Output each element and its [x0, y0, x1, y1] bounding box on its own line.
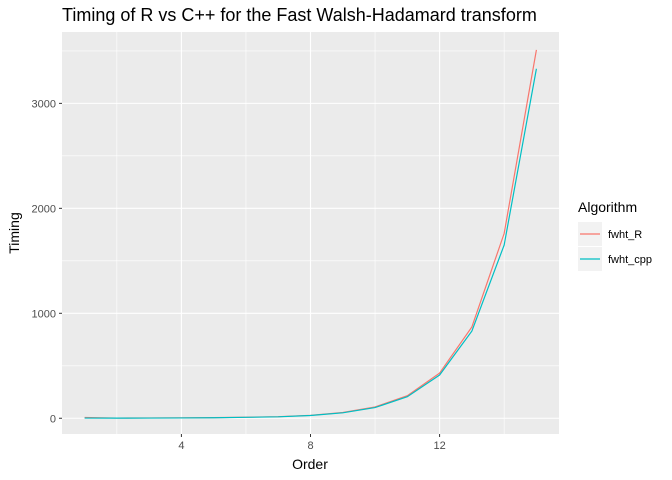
- y-tick-label: 2000: [32, 203, 56, 215]
- y-tick-label: 0: [50, 413, 56, 425]
- legend-keys: fwht_R fwht_cpp: [578, 222, 652, 271]
- x-tick-label: 4: [178, 440, 184, 452]
- x-tick-label: 12: [433, 440, 445, 452]
- legend-title: Algorithm: [578, 199, 637, 215]
- y-tick-label: 3000: [32, 98, 56, 110]
- chart-title: Timing of R vs C++ for the Fast Walsh-Ha…: [62, 5, 537, 25]
- legend-label: fwht_cpp: [608, 254, 652, 266]
- series-lines: [84, 49, 538, 419]
- x-axis-ticks: 4 8 12: [178, 434, 446, 452]
- grid-major: [62, 32, 559, 434]
- legend-label: fwht_R: [608, 229, 642, 241]
- x-tick-label: 8: [307, 440, 313, 452]
- y-tick-label: 1000: [32, 308, 56, 320]
- y-axis-ticks: 0 1000 2000 3000: [32, 98, 62, 425]
- x-axis-title: Order: [292, 456, 328, 472]
- series-line-fwht-cpp: [84, 68, 538, 419]
- y-axis-title: Timing: [6, 212, 22, 254]
- legend: Algorithm fwht_R fwht_cpp: [578, 199, 652, 271]
